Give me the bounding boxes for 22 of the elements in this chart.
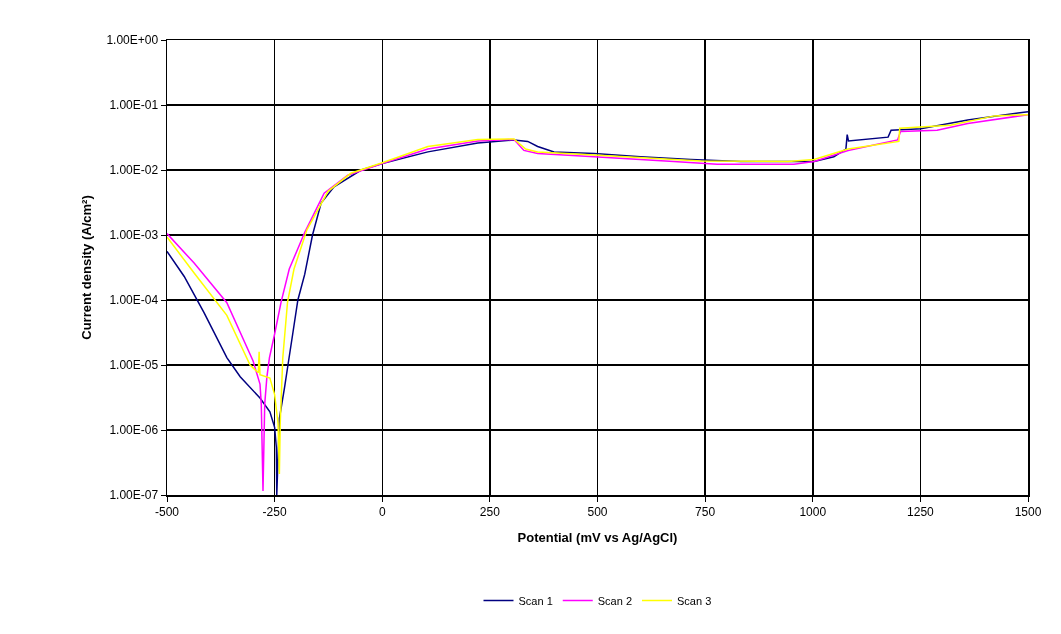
legend-label: Scan 1 <box>518 594 553 607</box>
x-tick-label: -500 <box>154 504 180 519</box>
x-tick-label: 250 <box>479 504 501 519</box>
x-tick-label: 750 <box>695 504 716 519</box>
y-tick-label: 1.00E-03 <box>109 228 159 243</box>
y-axis-title: Current density (A/cm²) <box>78 195 94 340</box>
x-tick-label: 1500 <box>1014 504 1042 519</box>
legend-label: Scan 3 <box>677 594 712 607</box>
x-tick-label: 1250 <box>907 504 935 519</box>
x-axis-title: Potential (mV vs Ag/AgCl) <box>517 530 678 546</box>
x-tick-label: 1000 <box>799 504 827 519</box>
y-tick-label: 1.00E-07 <box>109 488 159 503</box>
legend-label: Scan 2 <box>597 594 632 607</box>
y-tick-label: 1.00E+00 <box>106 33 159 48</box>
y-tick-label: 1.00E-06 <box>109 423 159 438</box>
x-tick-label: 0 <box>378 504 386 519</box>
y-tick-label: 1.00E-01 <box>109 98 159 113</box>
y-tick-label: 1.00E-02 <box>109 163 159 178</box>
y-tick-label: 1.00E-04 <box>109 293 159 308</box>
x-tick-label: -250 <box>262 504 287 519</box>
y-tick-label: 1.00E-05 <box>109 358 159 373</box>
x-tick-label: 500 <box>587 504 608 519</box>
